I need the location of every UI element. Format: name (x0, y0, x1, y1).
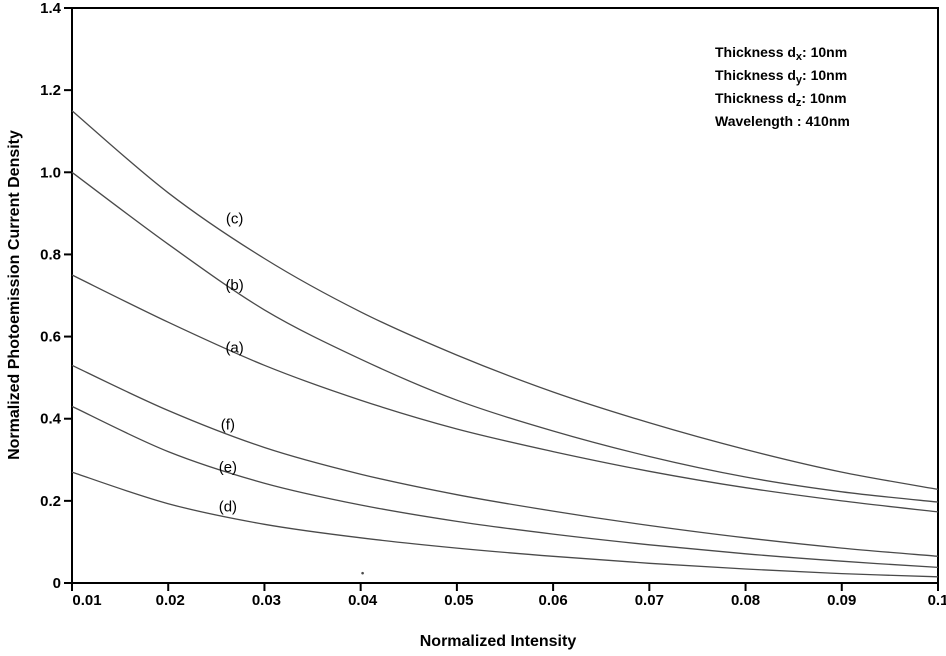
y-axis-title: Normalized Photoemission Current Density (6, 130, 23, 460)
plot-frame (71, 7, 939, 584)
stray-dot (361, 571, 364, 575)
annotation-line: Wavelength : 410nm (715, 113, 850, 129)
curve-b (71, 171, 939, 503)
curve-label-c: (c) (226, 211, 244, 228)
y-tick-label: 0 (53, 575, 61, 592)
curve-label-a: (a) (225, 339, 243, 356)
plot-layer: 0.01 0.02 0.03 0.04 0.05 0.06 0.07 0.08 0.09 0.1 0… (40, 0, 946, 609)
x-tick-label: 0.03 (252, 592, 281, 609)
x-tick-label: 0.07 (635, 592, 664, 609)
annotation-line: Thickness dx: 10nm (715, 44, 847, 63)
curve-d (71, 471, 939, 578)
annotation-line: Thickness dz: 10nm (715, 90, 847, 109)
x-tick-label: 0.1 (928, 592, 946, 609)
y-tick-label: 1.4 (40, 0, 62, 17)
y-tick-label: 0.8 (40, 246, 61, 263)
y-tick-label: 0.6 (40, 329, 61, 346)
y-tick-label: 1.2 (40, 82, 61, 99)
curve-a (71, 274, 939, 513)
x-tick-label: 0.01 (72, 592, 101, 609)
curve-f (71, 364, 939, 557)
curve-label-f: (f) (221, 416, 235, 433)
parameter-annotation: Thickness dx: 10nm Thickness dy: 10nm Thic… (715, 44, 850, 129)
curve-label-e: (e) (219, 459, 237, 476)
x-tick-label: 0.09 (827, 592, 856, 609)
curve-c (71, 110, 939, 491)
x-tick-label: 0.06 (539, 592, 568, 609)
x-axis-title: Normalized Intensity (420, 633, 577, 650)
x-tick-label: 0.04 (348, 592, 378, 609)
annotation-line: Thickness dy: 10nm (715, 67, 847, 86)
y-tick-label: 0.4 (40, 411, 62, 428)
curve-label-d: (d) (219, 499, 237, 516)
x-tick-label: 0.05 (444, 592, 473, 609)
x-tick-label: 0.02 (156, 592, 185, 609)
curve-e (71, 405, 939, 569)
y-tick-label: 1.0 (40, 164, 61, 181)
x-tick-label: 0.08 (731, 592, 760, 609)
curve-label-b: (b) (225, 277, 243, 294)
y-tick-label: 0.2 (40, 493, 61, 510)
